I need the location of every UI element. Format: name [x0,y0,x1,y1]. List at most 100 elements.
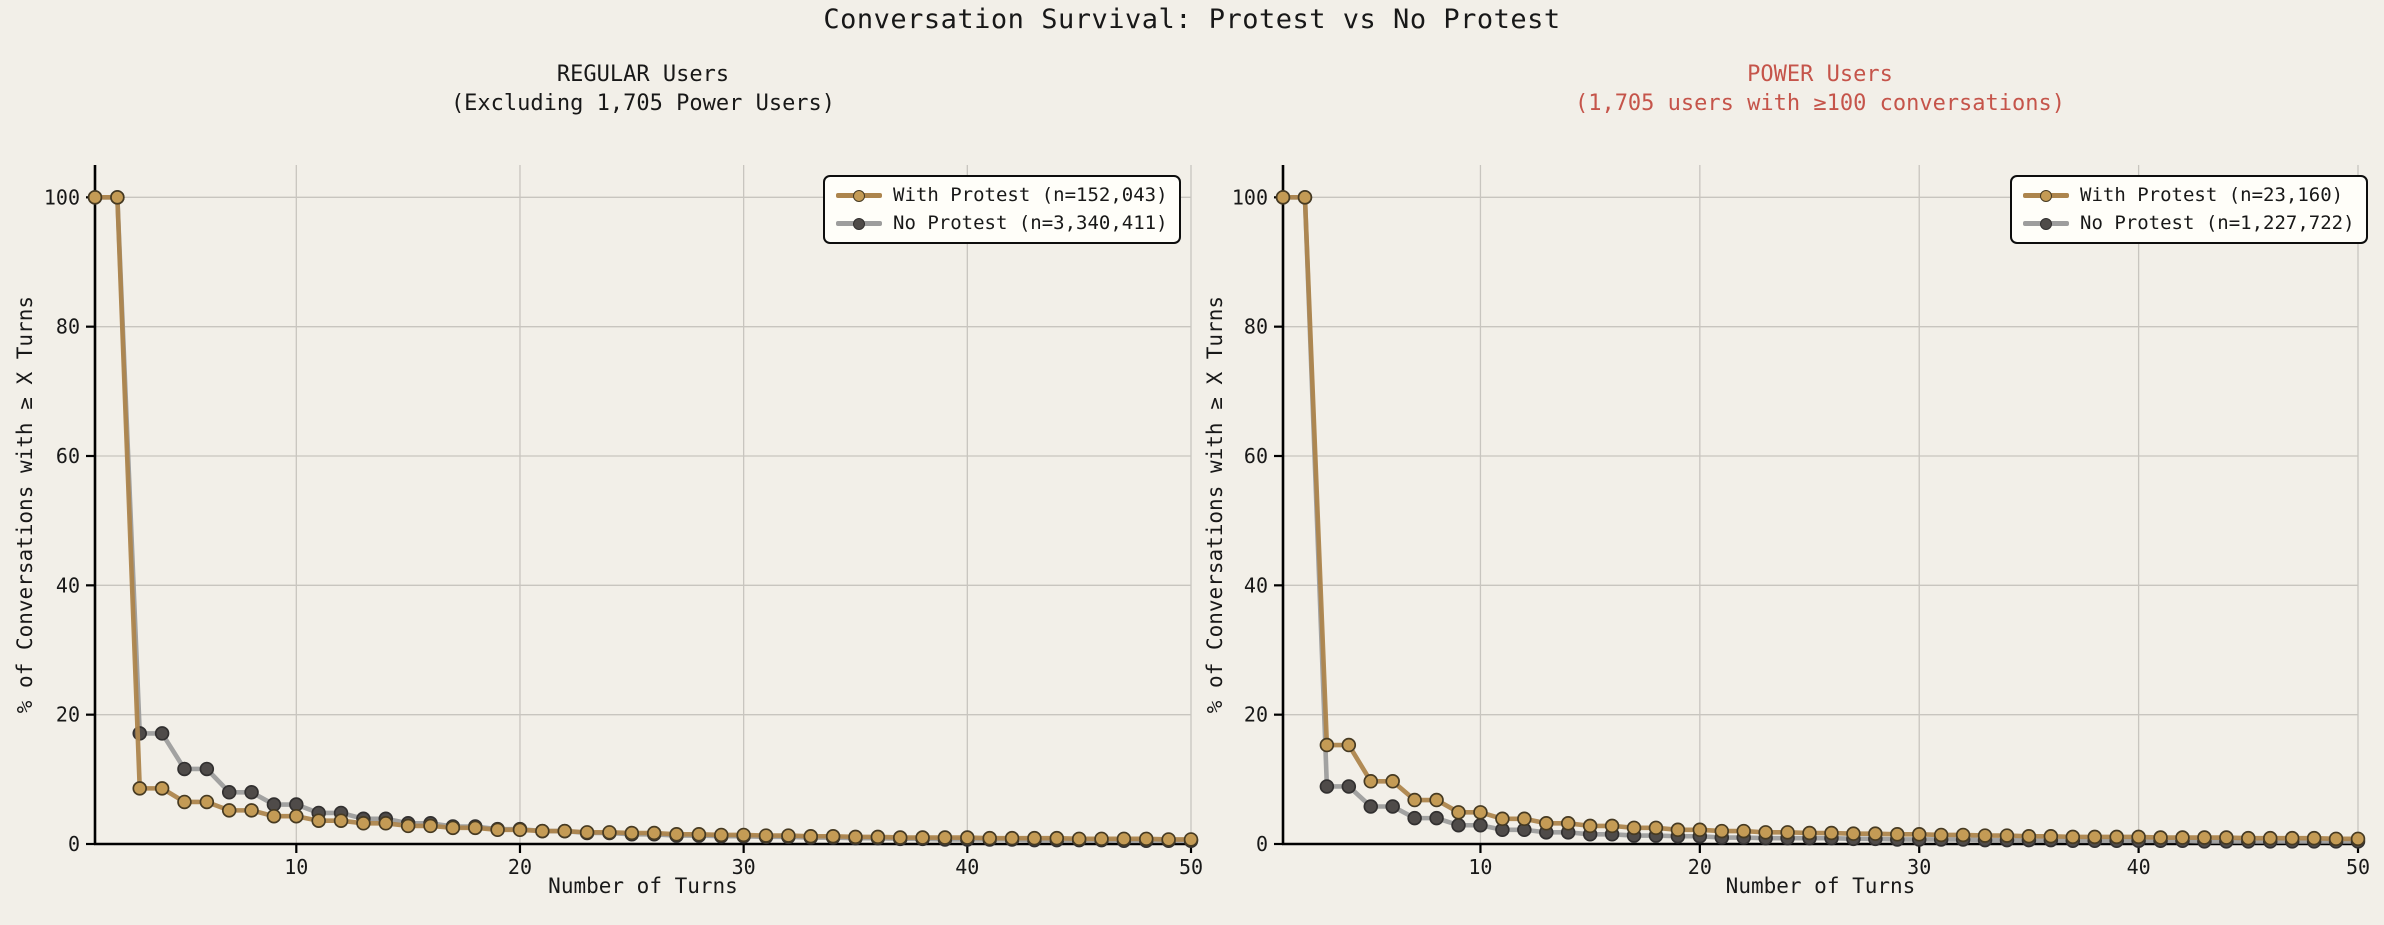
y-tick-label: 60 [56,444,80,468]
data-point-marker [423,818,438,834]
data-point-marker [825,828,841,844]
data-point-marker [1341,779,1357,794]
data-point-marker [2284,830,2300,846]
data-point-marker [736,827,751,843]
data-point-marker [937,830,953,845]
data-point-marker [199,761,215,777]
data-point-marker [1560,816,1576,831]
data-point-marker [356,816,371,831]
data-point-marker [1604,818,1620,834]
data-point-marker [535,823,550,839]
regular-users-title-line2: (Excluding 1,705 Power Users) [450,91,836,116]
data-point-marker [557,823,572,839]
data-point-marker [177,761,192,777]
data-point-marker [400,818,416,834]
data-point-marker [1451,817,1466,833]
data-point-marker [1473,817,1488,833]
data-point-marker [1692,822,1708,838]
data-point-marker [2350,831,2366,847]
data-point-marker [2262,830,2278,846]
data-point-marker [1846,826,1861,841]
regular-users-plot: 10 20 30 40 50 0 20 40 60 80 100 [44,165,1203,879]
series-line [92,195,1194,844]
data-point-marker [333,813,349,828]
data-point-marker [646,825,662,841]
legend-item-no-protest: No Protest (n=1,227,722) [2023,211,2355,236]
data-point-marker [1341,737,1357,753]
data-point-marker [1539,816,1554,831]
data-point-marker [1139,831,1154,847]
data-point-marker [1626,820,1642,836]
data-point-marker [624,825,640,841]
data-point-marker [1714,823,1730,839]
x-tick-label: 30 [1907,855,1931,879]
data-point-marker [1670,822,1686,838]
legend-label: With Protest (n=152,043) [893,184,1168,206]
x-tick-label: 50 [1179,855,1203,879]
with-protest-marker-icon [853,189,865,202]
data-point-marker [1027,830,1042,846]
power-users-title: POWER Users (1,705 users with ≥100 conve… [1440,60,2200,118]
regular-users-title: REGULAR Users (Excluding 1,705 Power Use… [263,60,1023,118]
data-point-marker [289,808,304,824]
data-point-marker [2197,830,2212,845]
data-point-marker [154,781,170,796]
data-point-marker [1955,827,1971,843]
data-point-marker [848,829,863,845]
data-point-marker [1385,774,1400,789]
with-protest-line-sample [836,189,882,202]
data-point-marker [1517,811,1532,827]
data-point-marker [1890,827,1905,842]
data-point-marker [1094,831,1109,847]
data-point-marker [1297,190,1313,205]
data-point-marker [915,830,930,845]
data-point-marker [311,813,326,828]
data-point-marker [870,829,886,845]
data-point-marker [1582,818,1598,834]
data-point-marker [244,785,259,800]
data-point-marker [1319,737,1335,753]
data-point-marker [1183,832,1199,847]
power-users-title-line2: (1,705 users with ≥100 conversations) [1574,91,2066,116]
data-point-marker [1780,825,1795,840]
data-point-marker [1933,827,1949,843]
x-tick-label: 20 [508,855,532,879]
data-point-marker [378,816,394,831]
data-point-marker [177,794,192,810]
data-point-marker [2219,830,2234,845]
data-point-marker [1319,779,1335,794]
data-point-marker [1275,190,1291,205]
data-point-marker [602,825,617,840]
legend-item-with-protest: With Protest (n=23,160) [2023,183,2355,208]
data-point-marker [1049,830,1065,846]
series-with_protest [87,190,1199,847]
data-point-marker [1495,811,1510,827]
data-point-marker [87,190,103,205]
data-point-marker [714,827,729,843]
no-protest-line-sample [836,217,882,230]
data-point-marker [1407,810,1422,826]
y-tick-label: 0 [68,832,80,856]
legend-item-no-protest: No Protest (n=3,340,411) [836,211,1168,236]
regular-legend: With Protest (n=152,043) No Protest (n=3… [823,175,1181,244]
y-tick-label: 80 [1244,315,1268,339]
power-users-plot: 10 20 30 40 50 0 20 40 60 80 100 [1232,165,2370,879]
data-point-marker [1736,823,1751,839]
series-line [92,195,1194,842]
series-with_protest [1275,190,2366,847]
no-protest-line-sample [2023,217,2069,230]
data-point-marker [1758,825,1773,840]
data-point-marker [2043,828,2059,844]
data-point-marker [781,828,796,843]
x-tick-label: 50 [2346,855,2370,879]
data-point-marker [1648,820,1664,836]
data-point-marker [691,827,707,842]
data-point-marker [110,190,125,205]
y-tick-label: 20 [1244,703,1268,727]
data-point-marker [244,803,259,818]
power-users-title-line1: POWER Users [1747,62,1893,87]
legend-label: No Protest (n=3,340,411) [893,212,1168,234]
y-tick-label: 20 [56,703,80,727]
data-point-marker [221,803,237,818]
data-point-marker [1429,792,1444,808]
